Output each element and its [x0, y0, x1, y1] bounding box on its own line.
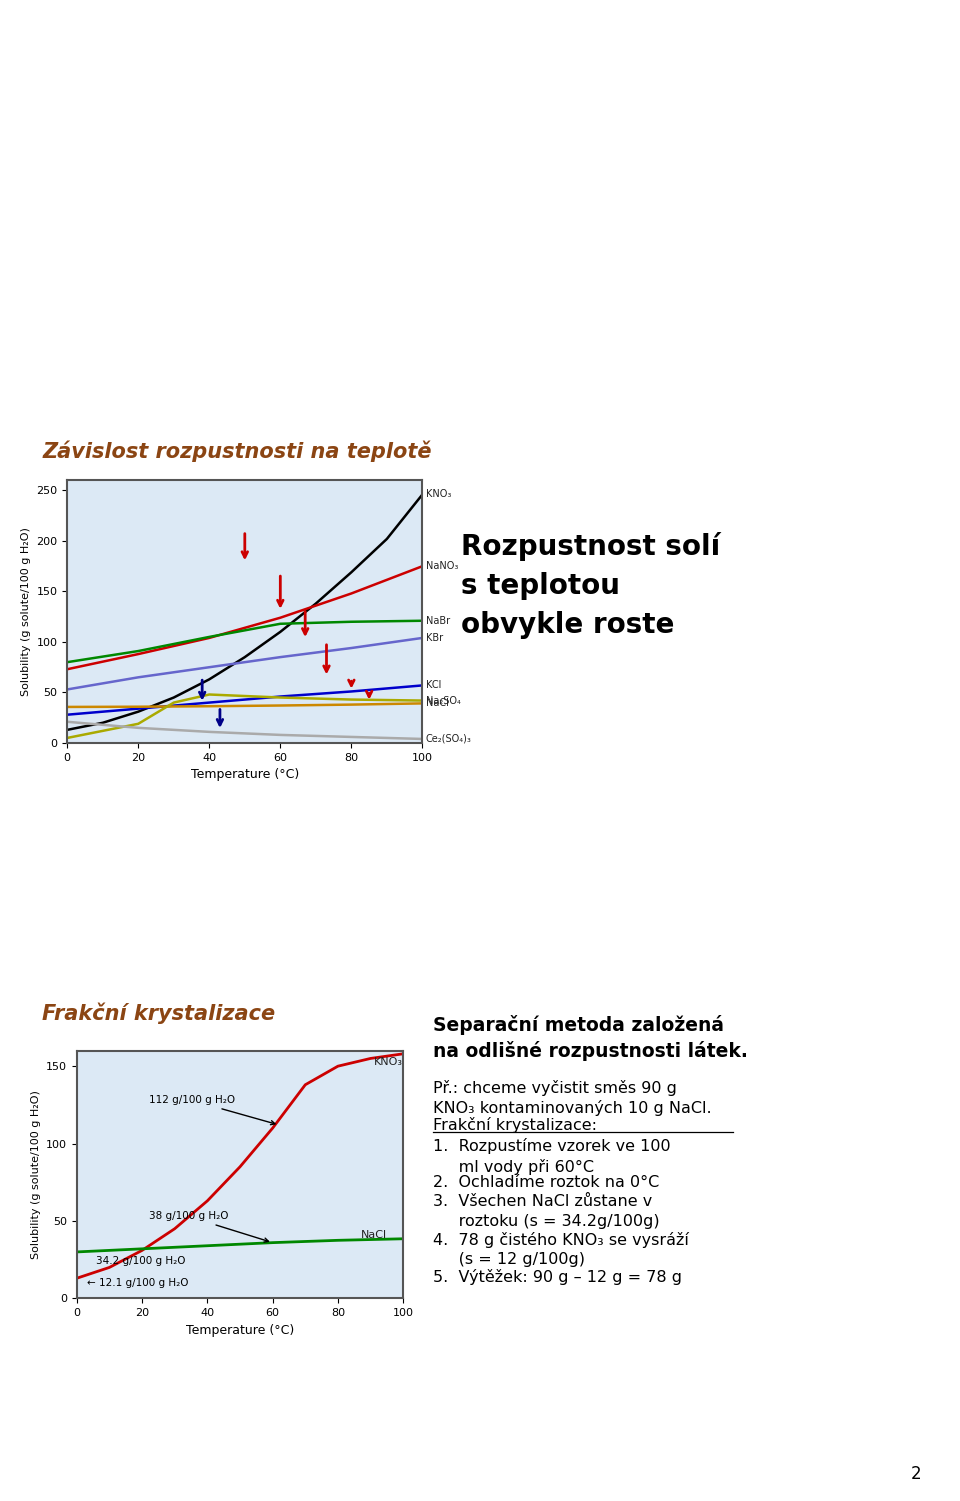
X-axis label: Temperature (°C): Temperature (°C) — [186, 1324, 294, 1337]
Text: Př.: chceme vyčistit směs 90 g
KNO₃ kontaminovaných 10 g NaCl.: Př.: chceme vyčistit směs 90 g KNO₃ kont… — [433, 1079, 711, 1117]
Text: NaCl: NaCl — [361, 1229, 387, 1240]
Text: Závislost rozpustnosti na teplotě: Závislost rozpustnosti na teplotě — [42, 441, 432, 462]
Text: 5.  Výtěžek: 90 g – 12 g = 78 g: 5. Výtěžek: 90 g – 12 g = 78 g — [433, 1268, 682, 1285]
Text: 2: 2 — [911, 1465, 922, 1483]
Text: KCl: KCl — [426, 680, 442, 690]
Y-axis label: Solubility (g solute/100 g H₂O): Solubility (g solute/100 g H₂O) — [21, 527, 31, 696]
Text: 4.  78 g čistého KNO₃ se vysráží
     (s = 12 g/100g): 4. 78 g čistého KNO₃ se vysráží (s = 12 … — [433, 1231, 688, 1267]
Text: 34.2 g/100 g H₂O: 34.2 g/100 g H₂O — [96, 1256, 186, 1267]
Text: 3.  Všechen NaCl zůstane v
     roztoku (s = 34.2g/100g): 3. Všechen NaCl zůstane v roztoku (s = 3… — [433, 1195, 660, 1229]
Text: KBr: KBr — [426, 633, 444, 642]
Text: ← 12.1 g/100 g H₂O: ← 12.1 g/100 g H₂O — [86, 1277, 188, 1288]
Text: Rozpustnost solí
s teplotou
obvykle roste: Rozpustnost solí s teplotou obvykle rost… — [461, 531, 720, 639]
Y-axis label: Solubility (g solute/100 g H₂O): Solubility (g solute/100 g H₂O) — [31, 1090, 40, 1259]
Text: 112 g/100 g H₂O: 112 g/100 g H₂O — [149, 1096, 275, 1124]
Text: 2.  Ochladíme roztok na 0°C: 2. Ochladíme roztok na 0°C — [433, 1175, 659, 1190]
Text: 1.  Rozpustíme vzorek ve 100
     ml vody při 60°C: 1. Rozpustíme vzorek ve 100 ml vody při … — [433, 1138, 670, 1175]
Text: Frakční krystalizace:: Frakční krystalizace: — [433, 1117, 597, 1133]
Text: NaBr: NaBr — [426, 615, 450, 626]
X-axis label: Temperature (°C): Temperature (°C) — [191, 769, 299, 782]
Text: NaCl: NaCl — [426, 698, 449, 708]
Text: 38 g/100 g H₂O: 38 g/100 g H₂O — [149, 1211, 269, 1243]
Text: KNO₃: KNO₃ — [426, 489, 451, 500]
Text: NaNO₃: NaNO₃ — [426, 561, 458, 572]
Text: Frakční krystalizace: Frakční krystalizace — [42, 1003, 276, 1025]
Text: Ce₂(SO₄)₃: Ce₂(SO₄)₃ — [426, 734, 471, 744]
Text: KNO₃: KNO₃ — [373, 1057, 403, 1067]
Text: Separační metoda založená
na odlišné rozpustnosti látek.: Separační metoda založená na odlišné roz… — [433, 1015, 748, 1061]
Text: Na₂SO₄: Na₂SO₄ — [426, 695, 461, 705]
